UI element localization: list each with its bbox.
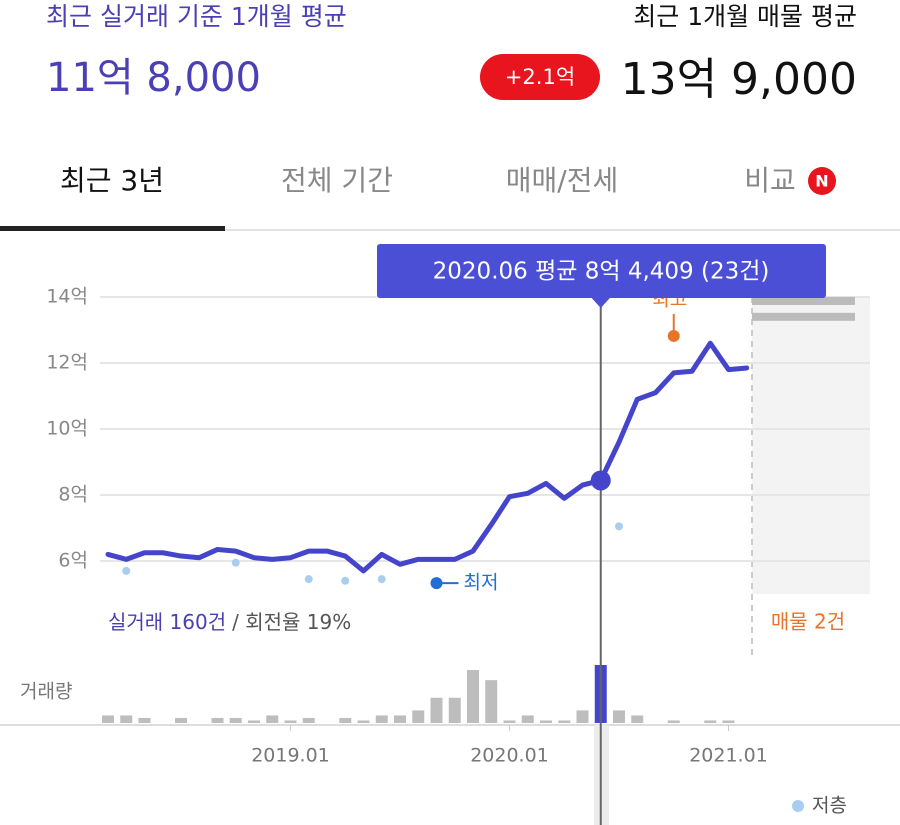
volume-bar xyxy=(485,680,498,723)
scatter-point xyxy=(122,566,131,575)
volume-bar xyxy=(704,720,717,723)
header-title: 최근 1개월 매물 평균 xyxy=(633,2,857,31)
price-line xyxy=(105,340,750,574)
volume-bar xyxy=(521,715,534,723)
y-tick-label: 12억 xyxy=(46,352,88,374)
volume-bar xyxy=(430,697,443,723)
header-value: 11억 8,000 xyxy=(46,55,261,101)
volume-bar xyxy=(540,720,552,723)
volume-bar xyxy=(412,710,425,723)
volume-bar xyxy=(138,717,151,723)
tab[interactable]: 전체 기간 xyxy=(281,164,393,197)
volume-bar xyxy=(266,715,279,723)
listing-bar xyxy=(752,312,855,321)
tab[interactable]: 비교 xyxy=(744,164,796,197)
tab-badge-text: N xyxy=(815,172,828,191)
scatter-point xyxy=(304,575,313,584)
volume-bar xyxy=(631,715,644,723)
volume-bar xyxy=(722,720,735,723)
tab[interactable]: 최근 3년 xyxy=(60,164,164,197)
legend-label: 저층 xyxy=(812,795,847,817)
volume-bar xyxy=(558,720,571,723)
volume-bar xyxy=(394,715,406,723)
legend-dot xyxy=(792,800,804,812)
x-tick-label: 2020.01 xyxy=(470,745,549,767)
tab-badge xyxy=(808,167,836,195)
header-value: 13억 9,000 xyxy=(621,54,857,105)
volume-bar xyxy=(339,717,352,723)
volume-bar xyxy=(375,715,388,723)
tooltip-arrow xyxy=(590,297,611,308)
listing-area xyxy=(752,297,870,594)
y-tick-label: 10억 xyxy=(46,418,88,440)
volume-bar xyxy=(576,710,589,723)
volume-bar xyxy=(211,717,224,723)
scatter-point xyxy=(341,576,350,585)
volume-label: 거래량 xyxy=(20,681,72,703)
scatter-point xyxy=(377,575,386,584)
volume-bar xyxy=(102,715,114,723)
summary-rate: / 회전율 19% xyxy=(232,610,351,634)
volume-bar xyxy=(175,717,187,723)
badge-text: +2.1억 xyxy=(505,65,575,89)
selected-point xyxy=(590,470,611,491)
y-tick-label: 14억 xyxy=(46,286,88,308)
tooltip-text: 2020.06 평균 8억 4,409 (23건) xyxy=(433,259,770,285)
volume-bar xyxy=(284,720,297,723)
tooltip-box xyxy=(377,244,826,298)
annotation-text: 최저 xyxy=(464,572,499,594)
volume-bar xyxy=(302,717,315,723)
tab-indicator xyxy=(0,226,225,231)
volume-bar xyxy=(248,720,260,723)
volume-bar xyxy=(467,670,479,723)
x-tick-label: 2019.01 xyxy=(251,745,330,767)
volume-bar xyxy=(357,720,370,723)
volume-bar xyxy=(448,697,461,723)
volume-bar xyxy=(120,715,133,723)
volume-bar xyxy=(503,720,516,723)
scatter-point xyxy=(231,558,240,567)
listing-bar xyxy=(752,296,855,305)
y-tick-label: 8억 xyxy=(58,484,88,506)
listing-text: 매물 2건 xyxy=(771,610,845,634)
summary-count: 실거래 160건 xyxy=(108,610,226,634)
tab[interactable]: 매매/전세 xyxy=(506,164,618,197)
scatter-point xyxy=(615,522,623,531)
volume-bar xyxy=(229,717,242,723)
badge xyxy=(480,54,600,100)
header-title: 최근 실거래 기준 1개월 평균 xyxy=(46,2,347,31)
volume-bar xyxy=(613,710,625,723)
volume-bar xyxy=(667,720,680,723)
summary: 실거래 160건 / 회전율 19% xyxy=(108,610,351,634)
y-tick-label: 6억 xyxy=(58,550,88,572)
x-tick-label: 2021.01 xyxy=(689,745,768,767)
